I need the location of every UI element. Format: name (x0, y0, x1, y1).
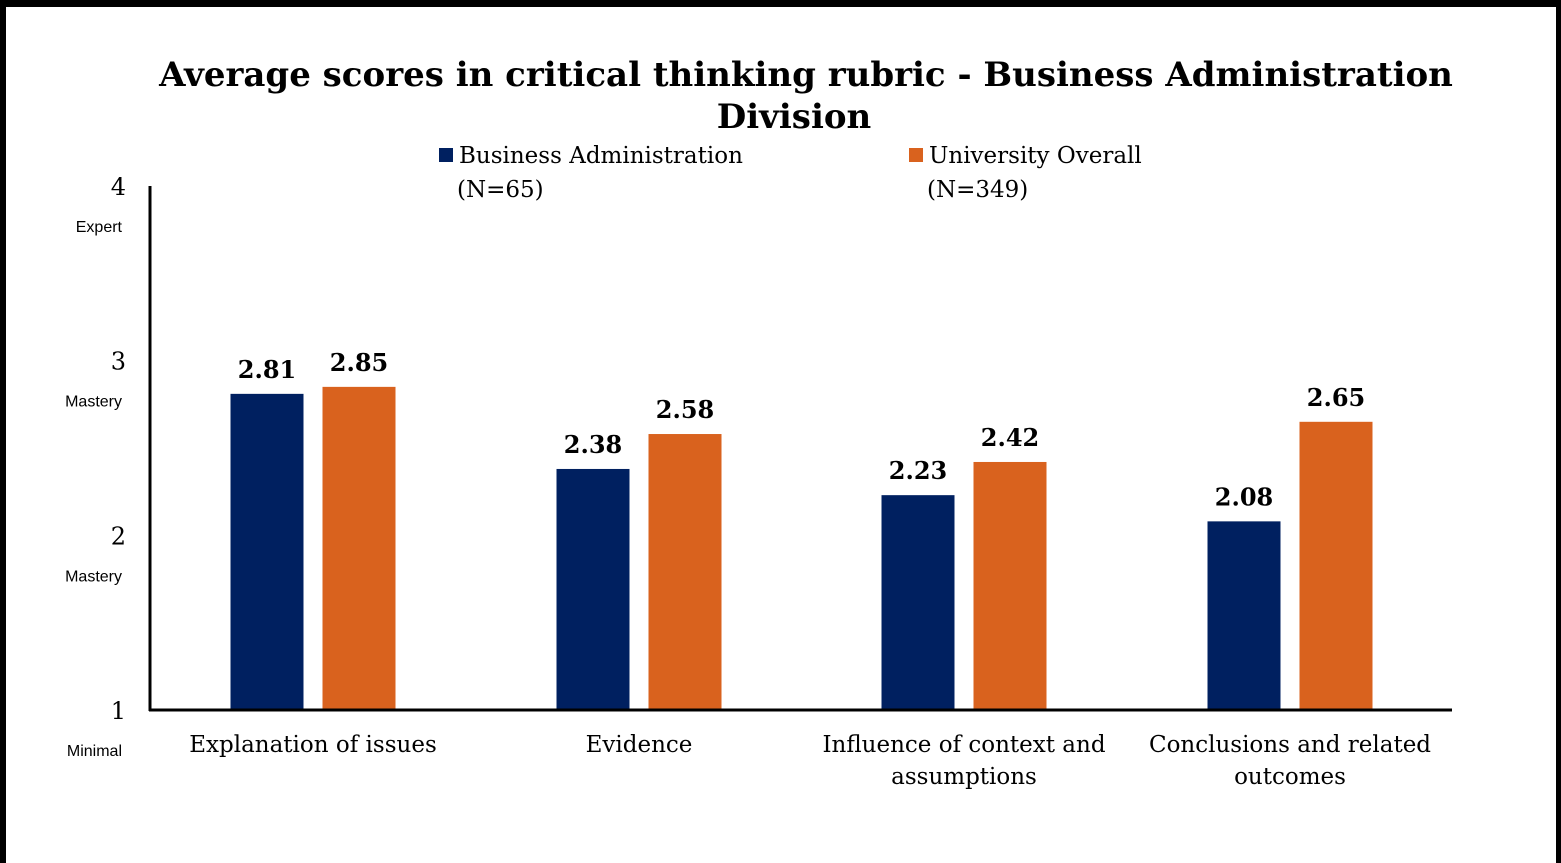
data-label: 2.42 (981, 423, 1039, 452)
bar (230, 393, 304, 710)
y-tick-sublabel: Minimal (67, 743, 122, 760)
bars: 2.81 2.85 2.38 2.58 2.23 2.42 2.08 2.65 (230, 348, 1373, 710)
y-tick-label: 1 (111, 697, 126, 725)
bar (648, 434, 722, 710)
category-label: Evidence (586, 732, 693, 758)
y-tick-sublabel: Mastery (65, 568, 122, 585)
x-axis: Explanation of issues Evidence Influence o… (149, 708, 1452, 790)
category-label: Conclusions and related (1149, 732, 1431, 758)
category-label: Influence of context and (822, 732, 1105, 758)
legend-swatch (909, 148, 923, 162)
category-label: outcomes (1234, 764, 1346, 790)
legend-label: University Overall (929, 143, 1142, 169)
y-tick-label: 3 (111, 348, 126, 376)
data-label: 2.38 (564, 430, 622, 459)
chart-title-line-2: Division (717, 97, 872, 137)
y-tick-label: 4 (111, 173, 126, 201)
bar (973, 461, 1047, 710)
data-label: 2.23 (889, 456, 947, 485)
bar (1299, 421, 1373, 710)
legend-label: (N=349) (927, 177, 1028, 203)
category-label: assumptions (891, 764, 1037, 790)
bar (556, 468, 630, 710)
data-label: 2.85 (330, 348, 388, 377)
legend-label: (N=65) (457, 177, 544, 203)
y-tick-sublabel: Expert (76, 219, 123, 236)
bar (881, 495, 955, 710)
y-tick-sublabel: Mastery (65, 394, 122, 411)
bar (322, 386, 396, 710)
category-label: Explanation of issues (189, 732, 437, 758)
y-tick-label: 2 (111, 522, 126, 550)
legend: Business Administration (N=65) University … (439, 143, 1142, 203)
legend-label: Business Administration (459, 143, 743, 169)
data-label: 2.81 (238, 355, 296, 384)
data-label: 2.08 (1215, 482, 1273, 511)
data-label: 2.58 (656, 395, 714, 424)
chart-title-line-1: Average scores in critical thinking rubr… (158, 55, 1453, 95)
y-axis: 1 Minimal 2 Mastery 3 Mastery 4 Expert (65, 173, 152, 760)
data-label: 2.65 (1307, 383, 1365, 412)
bar (1207, 521, 1281, 710)
legend-swatch (439, 148, 453, 162)
